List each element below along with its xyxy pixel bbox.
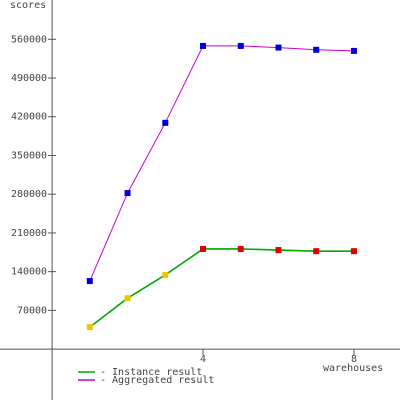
data-point [124, 295, 131, 302]
series-line [89, 248, 354, 328]
x-tick-label: 8 [351, 354, 357, 365]
data-point [162, 119, 169, 126]
data-point [86, 278, 93, 285]
y-axis-label: scores [10, 0, 46, 11]
data-point [237, 42, 244, 49]
data-point [350, 248, 357, 255]
y-tick-label: 420000 [11, 112, 47, 123]
data-point [162, 271, 169, 278]
y-tick-label: 210000 [11, 228, 47, 239]
data-point [200, 42, 207, 49]
legend-label: - Aggregated result [100, 375, 214, 386]
data-point [86, 324, 93, 331]
x-axis-label: warehouses [323, 363, 383, 374]
data-point [124, 190, 131, 197]
y-tick-label: 280000 [11, 189, 47, 200]
y-tick-label: 560000 [11, 34, 47, 45]
series-line [89, 45, 354, 282]
x-tick-label: 4 [200, 354, 206, 365]
y-tick-label: 350000 [11, 150, 47, 161]
legend-label: - Instance result [100, 367, 202, 378]
data-point [275, 247, 282, 254]
data-point [275, 44, 282, 51]
data-point [237, 245, 244, 252]
data-point [200, 245, 207, 252]
data-point [350, 47, 357, 54]
data-point [313, 46, 320, 53]
y-tick-label: 70000 [17, 305, 47, 316]
y-tick-label: 490000 [11, 73, 47, 84]
y-tick-label: 140000 [11, 267, 47, 278]
data-point [313, 248, 320, 255]
